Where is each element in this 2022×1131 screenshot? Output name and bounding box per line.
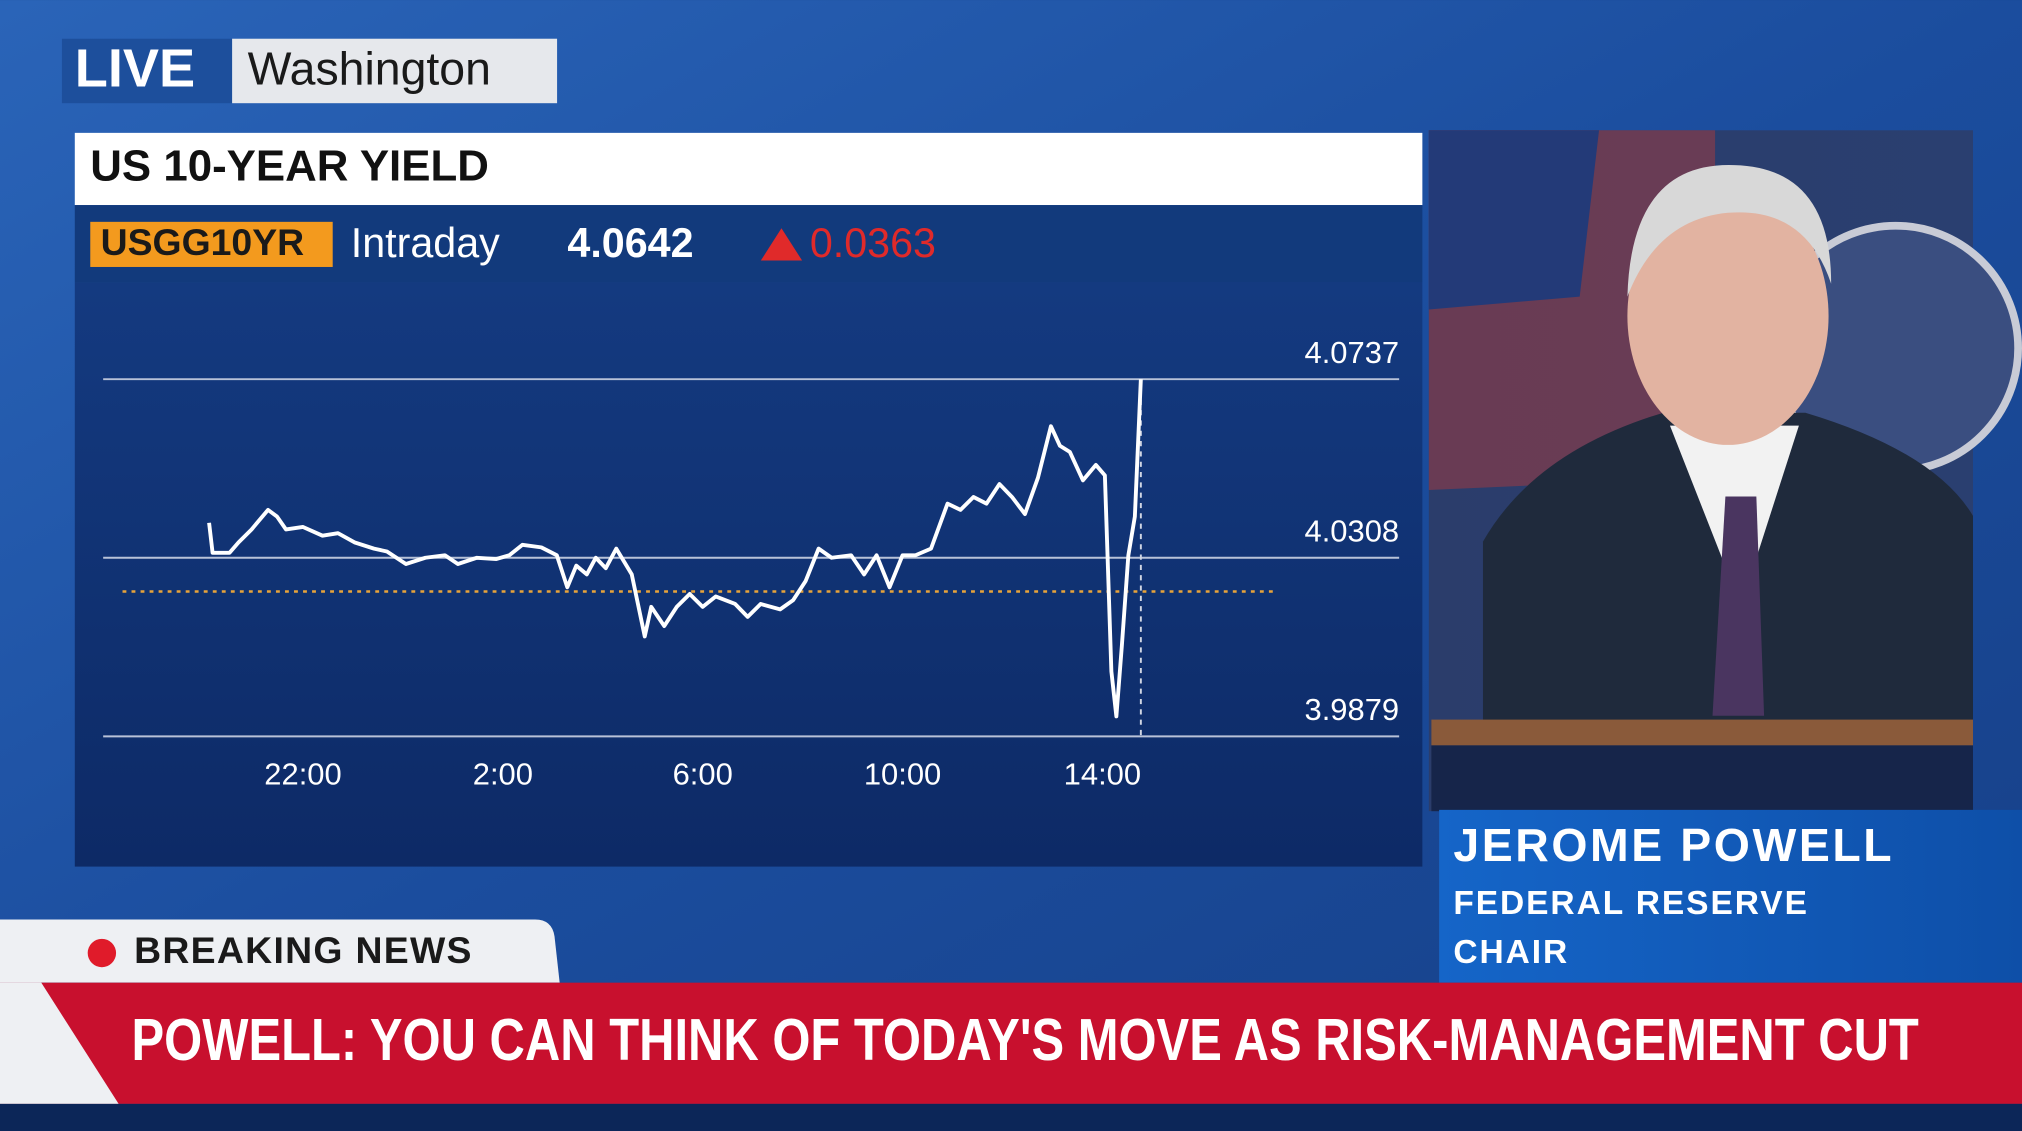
yield-line [207,379,1143,719]
name-plate [1439,809,2022,983]
breaking-label: BREAKING NEWS [134,929,473,971]
chart-title: US 10-YEAR YIELD [90,142,489,191]
change-value: 0.0363 [810,220,936,266]
y-tick-label: 3.9879 [1305,692,1400,727]
bottom-strip [0,1103,2022,1131]
headline: POWELL: YOU CAN THINK OF TODAY'S MOVE AS… [132,1006,1919,1073]
up-arrow [760,228,803,261]
y-tick-label: 4.0737 [1305,335,1400,370]
last-value: 4.0642 [567,220,693,266]
plot: 3.9879 4.0308 4.0737 22:00 2:00 6:00 10:00 14:0… [103,335,1400,792]
flag-stars [1428,130,1600,310]
ticker: USGG10YR [101,221,305,263]
y-tick-label: 4.0308 [1305,513,1400,548]
x-tick-label: 10:00 [864,757,941,792]
headline-wedge [0,982,119,1104]
x-tick-label: 2:00 [473,757,533,792]
ticker-box [90,221,333,267]
speaker-title: FEDERAL RESERVE [1453,885,1809,922]
x-tick-label: 6:00 [673,757,733,792]
location-label: Washington [248,43,491,95]
location-box [232,38,558,104]
live-dot [87,938,117,968]
hair [1627,164,1832,297]
speaker-name: JEROME POWELL [1453,819,1894,871]
x-tick-label: 14:00 [1064,757,1141,792]
headline-bar [0,982,2022,1104]
podium-top [1431,719,1973,746]
period: Intraday [351,220,500,266]
live-label: LIVE [75,39,195,99]
speaker-title: CHAIR [1453,934,1569,971]
chart-title-bar [74,132,1423,206]
face [1627,187,1829,445]
tie [1712,496,1765,716]
live-box [61,38,233,104]
breaking-tab [0,919,560,983]
podium [1431,745,1973,812]
x-tick-label: 22:00 [264,757,341,792]
